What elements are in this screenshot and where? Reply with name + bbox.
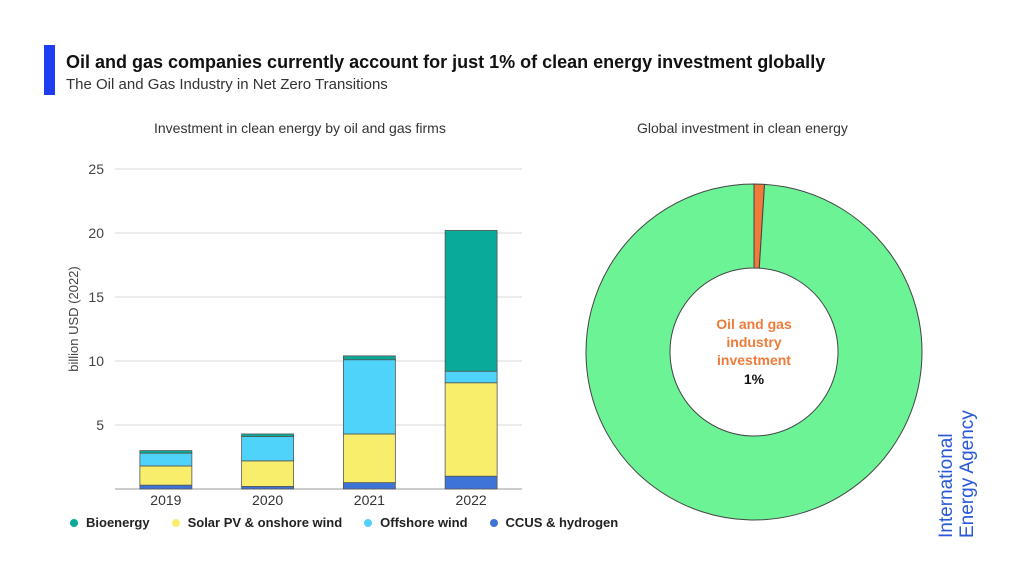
bar-chart-title: Investment in clean energy by oil and ga… (154, 120, 446, 136)
legend-swatch (489, 518, 498, 527)
bar-2021-bioenergy (342, 355, 396, 361)
bar-2022-bioenergy (444, 230, 498, 372)
bar-chart-y-ticks: 5 10 15 20 25 (88, 161, 104, 433)
bar-2022-offshore-wind (444, 370, 498, 384)
title-accent-bar (44, 45, 55, 95)
legend-swatch (364, 518, 373, 527)
bar-2019-bioenergy (139, 450, 193, 454)
legend-label: Offshore wind (380, 515, 468, 530)
bar-2021-ccus-hydrogen (342, 482, 396, 490)
legend-swatch (171, 518, 180, 527)
legend-item: Solar PV & onshore wind (171, 515, 343, 530)
bar-chart-y-axis-label: billion USD (2022) (66, 266, 81, 372)
bar-2022-solar-pv-onshore-wind (444, 382, 498, 477)
donut-slice-rest (585, 183, 923, 521)
x-tick-label: 2022 (456, 492, 487, 508)
bar-2021-offshore-wind (342, 359, 396, 435)
legend-item: Bioenergy (70, 515, 150, 530)
legend-item: CCUS & hydrogen (489, 515, 619, 530)
legend-swatch (70, 518, 78, 527)
bar-2019-ccus-hydrogen (139, 484, 193, 490)
donut-chart-slices (585, 183, 923, 521)
y-tick-label: 5 (96, 417, 104, 433)
y-tick-label: 20 (88, 225, 104, 241)
bar-2020-solar-pv-onshore-wind (241, 460, 295, 487)
bar-2021-solar-pv-onshore-wind (342, 433, 396, 483)
bar-2020-offshore-wind (241, 436, 295, 462)
bar-chart-x-ticks: 2019 2020 2021 2022 (150, 492, 487, 508)
bar-2019-solar-pv-onshore-wind (139, 465, 193, 486)
bar-chart-legend: Bioenergy Solar PV & onshore wind Offshore… (70, 515, 618, 530)
y-tick-label: 25 (88, 161, 104, 177)
donut-center-value: 1% (743, 371, 765, 387)
iea-logo-text: International Energy Agency (936, 410, 978, 538)
legend-item: Offshore wind (364, 515, 468, 530)
page-title: Oil and gas companies currently account … (66, 52, 826, 72)
legend-label: CCUS & hydrogen (505, 515, 619, 530)
bar-chart-bars (139, 230, 498, 490)
iea-logo-line1: International (936, 433, 957, 538)
bar-2022-ccus-hydrogen (444, 475, 498, 490)
iea-logo-line2: Energy Agency (957, 410, 978, 538)
x-tick-label: 2021 (354, 492, 385, 508)
legend-label: Solar PV & onshore wind (187, 515, 343, 530)
page-subtitle: The Oil and Gas Industry in Net Zero Tra… (66, 76, 388, 93)
legend-label: Bioenergy (86, 515, 150, 530)
x-tick-label: 2019 (150, 492, 181, 508)
bar-2020-bioenergy (241, 433, 295, 437)
y-tick-label: 10 (88, 353, 104, 369)
donut-center-name: Oil and gas industry investment (716, 316, 792, 368)
bar-2019-offshore-wind (139, 452, 193, 467)
x-tick-label: 2020 (252, 492, 283, 508)
donut-center-label: Oil and gas industry investment 1% (700, 315, 808, 387)
y-tick-label: 15 (88, 289, 104, 305)
donut-chart-title: Global investment in clean energy (637, 120, 848, 136)
